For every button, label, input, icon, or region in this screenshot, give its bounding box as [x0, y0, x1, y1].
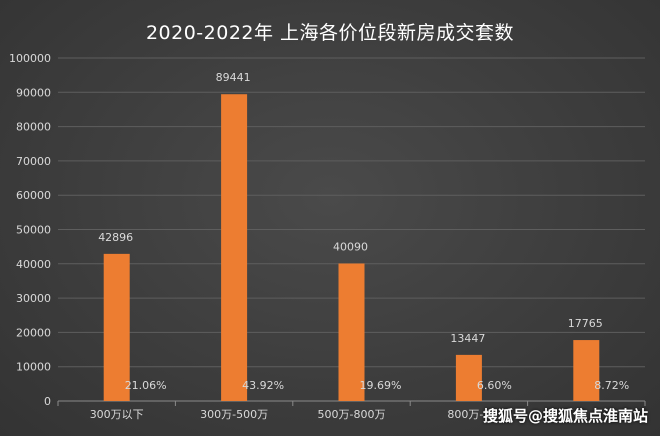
x-tick-label: 500万-800万 — [318, 408, 386, 421]
data-label: 17765 — [568, 317, 603, 330]
y-tick-label: 20000 — [16, 326, 51, 339]
y-tick-label: 0 — [44, 395, 51, 408]
x-tick-label: 300万以下 — [90, 408, 144, 421]
percent-label: 21.06% — [125, 379, 167, 392]
watermark: 搜狐号@搜狐焦点淮南站 — [482, 407, 648, 425]
data-label: 40090 — [333, 240, 368, 253]
x-tick-label: 300万-500万 — [200, 408, 268, 421]
y-tick-label: 90000 — [16, 86, 51, 99]
y-tick-label: 60000 — [16, 189, 51, 202]
y-tick-label: 70000 — [16, 155, 51, 168]
y-tick-label: 80000 — [16, 121, 51, 134]
percent-label: 43.92% — [242, 379, 284, 392]
bar — [103, 253, 130, 401]
bar — [338, 263, 365, 401]
y-tick-label: 50000 — [16, 224, 51, 237]
percent-label: 6.60% — [477, 379, 512, 392]
y-tick-label: 100000 — [9, 52, 51, 65]
y-tick-label: 10000 — [16, 361, 51, 374]
x-tick-label: 800万-1 — [447, 408, 490, 421]
data-label: 13447 — [450, 332, 485, 345]
bar — [221, 94, 248, 401]
bar — [455, 354, 482, 401]
y-tick-label: 40000 — [16, 258, 51, 271]
data-label: 89441 — [216, 71, 251, 84]
chart-title: 2020-2022年 上海各价位段新房成交套数 — [145, 22, 515, 44]
data-label: 42896 — [98, 231, 133, 244]
y-tick-label: 30000 — [16, 292, 51, 305]
percent-label: 19.69% — [360, 379, 402, 392]
percent-label: 8.72% — [594, 379, 629, 392]
bar — [573, 340, 600, 401]
